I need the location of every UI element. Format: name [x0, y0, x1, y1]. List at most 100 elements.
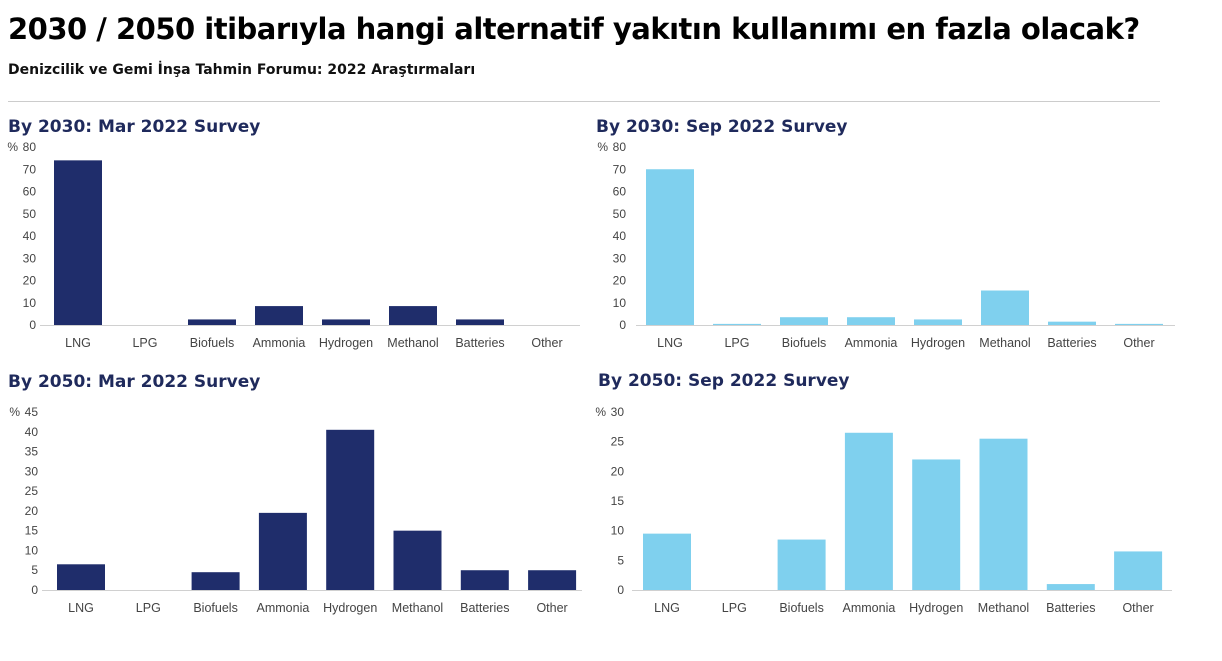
y-tick-label: 15 [25, 524, 39, 538]
x-tick-label: Other [1122, 601, 1153, 615]
y-tick-label: 25 [611, 435, 625, 449]
x-tick-label: Methanol [387, 336, 438, 350]
y-tick-label: 30 [613, 251, 627, 265]
x-tick-label: Batteries [1047, 336, 1096, 350]
chart-title: By 2050: Mar 2022 Survey [8, 372, 260, 392]
bar-ammonia [847, 317, 895, 325]
y-tick-label: 0 [29, 318, 36, 332]
y-tick-label: 50 [613, 207, 627, 221]
y-tick-label: 50 [23, 207, 37, 221]
bar-methanol [981, 290, 1029, 325]
x-tick-label: Methanol [978, 601, 1029, 615]
x-tick-label: Biofuels [782, 336, 826, 350]
bar-lng [646, 169, 694, 325]
y-tick-label: 40 [25, 425, 39, 439]
bar-batteries [456, 319, 504, 325]
y-axis-unit: % [595, 405, 606, 419]
x-tick-label: Methanol [979, 336, 1030, 350]
x-tick-label: Other [531, 336, 562, 350]
y-tick-label: 20 [611, 464, 625, 478]
bar-hydrogen [912, 459, 961, 590]
y-tick-label: 60 [23, 185, 37, 199]
y-axis-unit: % [7, 140, 18, 154]
x-tick-label: LPG [724, 336, 749, 350]
bar-ammonia [255, 306, 303, 325]
chart-title: By 2050: Sep 2022 Survey [598, 371, 850, 391]
bar-methanol [979, 438, 1028, 590]
x-tick-label: Other [1123, 336, 1154, 350]
x-tick-label: Ammonia [257, 601, 310, 615]
y-tick-label: 10 [611, 524, 625, 538]
y-tick-label: 10 [23, 296, 37, 310]
bar-lng [643, 533, 691, 590]
x-tick-label: Ammonia [843, 601, 896, 615]
y-tick-label: 40 [23, 229, 37, 243]
y-tick-label: 35 [25, 445, 39, 459]
x-tick-label: Ammonia [845, 336, 898, 350]
x-tick-label: Batteries [460, 601, 509, 615]
x-tick-label: Batteries [455, 336, 504, 350]
y-tick-label: 20 [25, 504, 39, 518]
x-tick-label: Hydrogen [319, 336, 373, 350]
y-tick-label: 60 [613, 185, 627, 199]
x-tick-label: Hydrogen [911, 336, 965, 350]
x-tick-label: LNG [65, 336, 91, 350]
x-tick-label: Hydrogen [909, 601, 963, 615]
bar-batteries [1048, 321, 1096, 325]
x-tick-label: Other [536, 601, 567, 615]
bar-biofuels [777, 539, 826, 590]
bar-other [1114, 551, 1163, 590]
y-axis-unit: % [9, 405, 20, 419]
y-tick-label: 15 [611, 494, 625, 508]
y-tick-label: 70 [23, 162, 37, 176]
y-tick-label: 0 [619, 318, 626, 332]
x-tick-label: Hydrogen [323, 601, 377, 615]
x-tick-label: LNG [654, 601, 680, 615]
page-title: 2030 / 2050 itibarıyla hangi alternatif … [8, 12, 1140, 46]
bar-batteries [1046, 584, 1095, 590]
bar-hydrogen [914, 319, 962, 325]
bar-biofuels [191, 572, 240, 590]
bar-hydrogen [326, 429, 375, 590]
bar-methanol [393, 530, 442, 590]
x-tick-label: Biofuels [190, 336, 234, 350]
x-tick-label: LNG [68, 601, 94, 615]
y-tick-label: 30 [25, 464, 39, 478]
y-tick-label: 10 [613, 296, 627, 310]
bar-lng [54, 160, 102, 325]
y-tick-label: 0 [617, 583, 624, 597]
bar-other [528, 570, 577, 590]
y-tick-label: 5 [617, 553, 624, 567]
x-tick-label: Biofuels [779, 601, 823, 615]
y-tick-label: 45 [25, 405, 39, 419]
bar-ammonia [844, 432, 893, 590]
y-tick-label: 40 [613, 229, 627, 243]
chart-title: By 2030: Sep 2022 Survey [596, 117, 848, 137]
y-tick-label: 30 [611, 405, 625, 419]
y-tick-label: 80 [23, 140, 37, 154]
bar-ammonia [258, 512, 307, 590]
y-tick-label: 80 [613, 140, 627, 154]
y-axis-unit: % [597, 140, 608, 154]
x-tick-label: LNG [657, 336, 683, 350]
y-tick-label: 10 [25, 543, 39, 557]
divider [8, 101, 1160, 102]
y-tick-label: 20 [613, 274, 627, 288]
x-tick-label: LPG [136, 601, 161, 615]
bar-batteries [460, 570, 509, 590]
x-tick-label: Ammonia [253, 336, 306, 350]
bar-lpg [713, 323, 761, 325]
y-tick-label: 0 [31, 583, 38, 597]
y-tick-label: 20 [23, 274, 37, 288]
y-tick-label: 30 [23, 251, 37, 265]
x-tick-label: Methanol [392, 601, 443, 615]
x-tick-label: LPG [722, 601, 747, 615]
bar-biofuels [780, 317, 828, 325]
bar-hydrogen [322, 319, 370, 325]
chart-title: By 2030: Mar 2022 Survey [8, 117, 260, 137]
y-tick-label: 25 [25, 484, 39, 498]
x-tick-label: LPG [132, 336, 157, 350]
x-tick-label: Batteries [1046, 601, 1095, 615]
bar-methanol [389, 306, 437, 325]
